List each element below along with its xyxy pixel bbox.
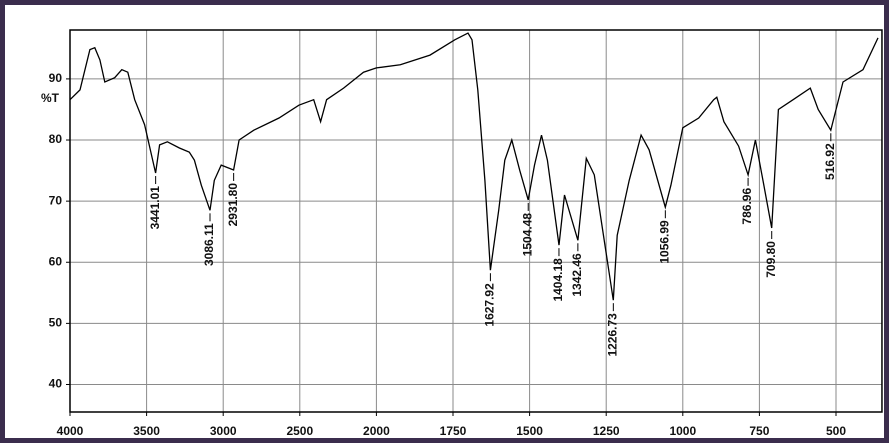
x-tick-label: 3000 — [210, 424, 237, 438]
y-tick-label: 80 — [49, 132, 63, 146]
peak-label: 2931.80 — [226, 183, 240, 227]
peak-label: 1226.73 — [606, 313, 620, 357]
y-axis-label: %T — [41, 91, 60, 105]
y-tick-label: 90 — [49, 71, 63, 85]
x-tick-label: 4000 — [57, 424, 84, 438]
peak-label: 1627.92 — [483, 283, 497, 327]
x-tick-label: 1000 — [669, 424, 696, 438]
peak-label: 3086.11 — [202, 223, 216, 266]
spectrum-line — [69, 32, 879, 301]
x-tick-label: 2500 — [286, 424, 313, 438]
x-tick-label: 3500 — [133, 424, 160, 438]
y-tick-label: 60 — [49, 254, 63, 268]
x-tick-label: 1500 — [516, 424, 543, 438]
x-tick-label: 1250 — [593, 424, 620, 438]
peak-label: 1342.46 — [570, 253, 584, 297]
x-tick-label: 1750 — [440, 424, 467, 438]
peak-label: 709.80 — [764, 241, 778, 278]
y-tick-label: 70 — [49, 193, 63, 207]
y-tick-label: 40 — [49, 377, 63, 391]
peak-label: 786.96 — [740, 188, 754, 225]
peak-label: 3441.01 — [148, 186, 162, 230]
plot-border — [69, 29, 883, 413]
x-tick-label: 500 — [826, 424, 846, 438]
peak-label: 1504.48 — [520, 213, 534, 257]
x-tick-label: 750 — [749, 424, 769, 438]
peak-label: 1056.99 — [658, 220, 672, 264]
peak-label: 1404.18 — [551, 258, 565, 302]
y-tick-label: 50 — [49, 316, 63, 330]
peak-label: 516.92 — [823, 143, 837, 180]
x-tick-label: 2000 — [363, 424, 390, 438]
